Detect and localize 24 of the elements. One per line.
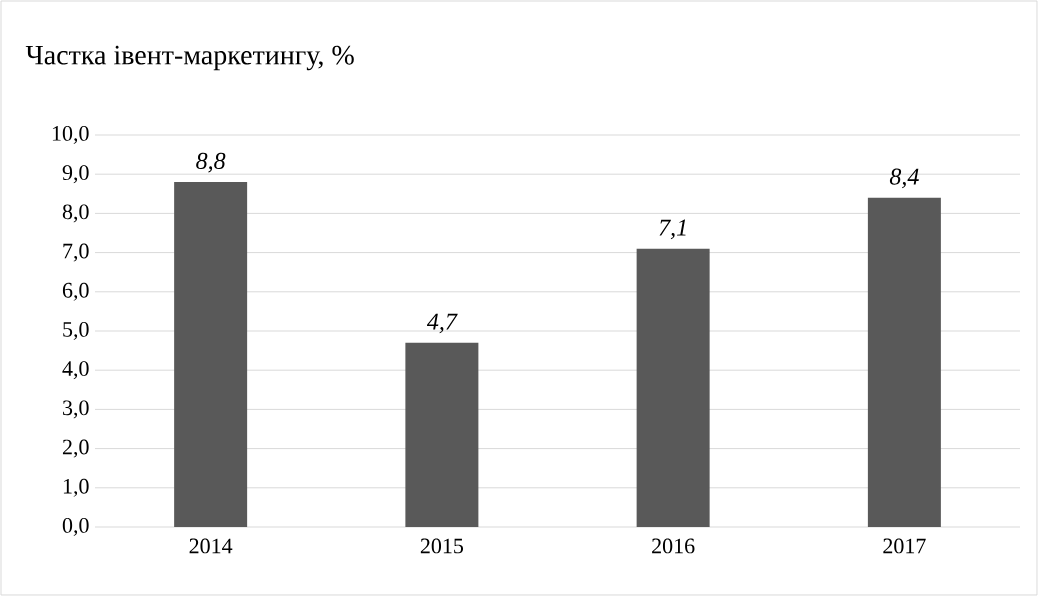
- data-label: 4,7: [426, 313, 458, 334]
- bar: [174, 182, 248, 527]
- y-tick-label: 5,0: [63, 321, 89, 340]
- bar: [636, 248, 710, 527]
- y-tick-label: 4,0: [62, 361, 89, 380]
- bar: [405, 342, 479, 527]
- x-tick-label: 2016: [652, 538, 695, 554]
- x-tick-label: 2015: [420, 538, 464, 554]
- y-tick-label: 2,0: [62, 439, 89, 458]
- y-tick-label: 0,0: [62, 517, 89, 536]
- y-tick-label: 6,0: [62, 282, 89, 301]
- y-tick-label: 10,0: [52, 125, 89, 144]
- y-tick-label: 1,0: [63, 478, 89, 497]
- data-label: 8,4: [889, 168, 919, 189]
- y-tick-label: 7,0: [63, 243, 89, 262]
- y-tick-label: 9,0: [62, 165, 89, 184]
- bar: [867, 197, 941, 527]
- x-tick-label: 2017: [883, 538, 926, 554]
- x-tick-label: 2014: [189, 538, 233, 554]
- chart-title: Частка івент-маркетингу, %: [25, 45, 354, 71]
- y-tick-label: 8,0: [62, 204, 89, 223]
- data-label: 8,8: [196, 152, 226, 173]
- y-tick-label: 3,0: [63, 400, 89, 419]
- data-label: 7,1: [659, 219, 686, 240]
